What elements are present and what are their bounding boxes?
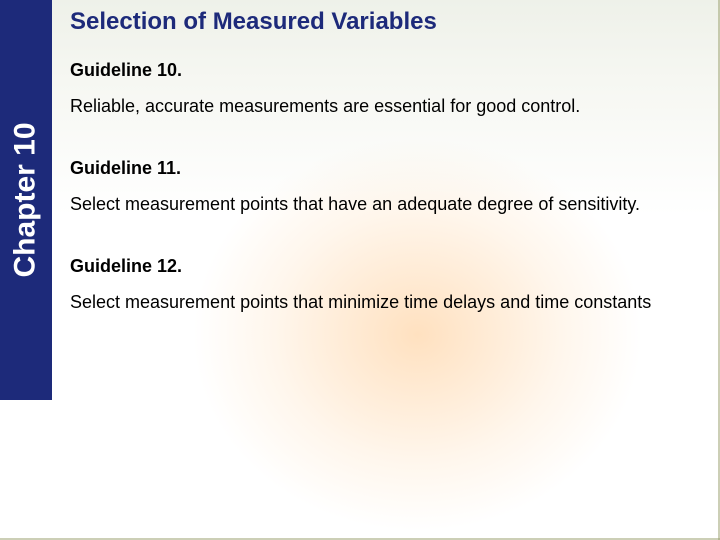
guideline-heading: Guideline 10. — [70, 60, 700, 81]
guideline-heading: Guideline 11. — [70, 158, 700, 179]
chapter-label-wrap: Chapter 10 — [0, 0, 52, 400]
chapter-label: Chapter 10 — [9, 122, 43, 277]
guideline-heading: Guideline 12. — [70, 256, 700, 277]
guideline-body: Reliable, accurate measurements are esse… — [70, 95, 700, 118]
guideline-block: Guideline 11. Select measurement points … — [70, 158, 700, 216]
guideline-body: Select measurement points that have an a… — [70, 193, 700, 216]
slide-title: Selection of Measured Variables — [70, 8, 700, 36]
guideline-block: Guideline 10. Reliable, accurate measure… — [70, 60, 700, 118]
chapter-sidebar: Chapter 10 — [0, 0, 52, 400]
guideline-body: Select measurement points that minimize … — [70, 291, 700, 314]
slide-content: Selection of Measured Variables Guidelin… — [70, 8, 700, 354]
guideline-block: Guideline 12. Select measurement points … — [70, 256, 700, 314]
